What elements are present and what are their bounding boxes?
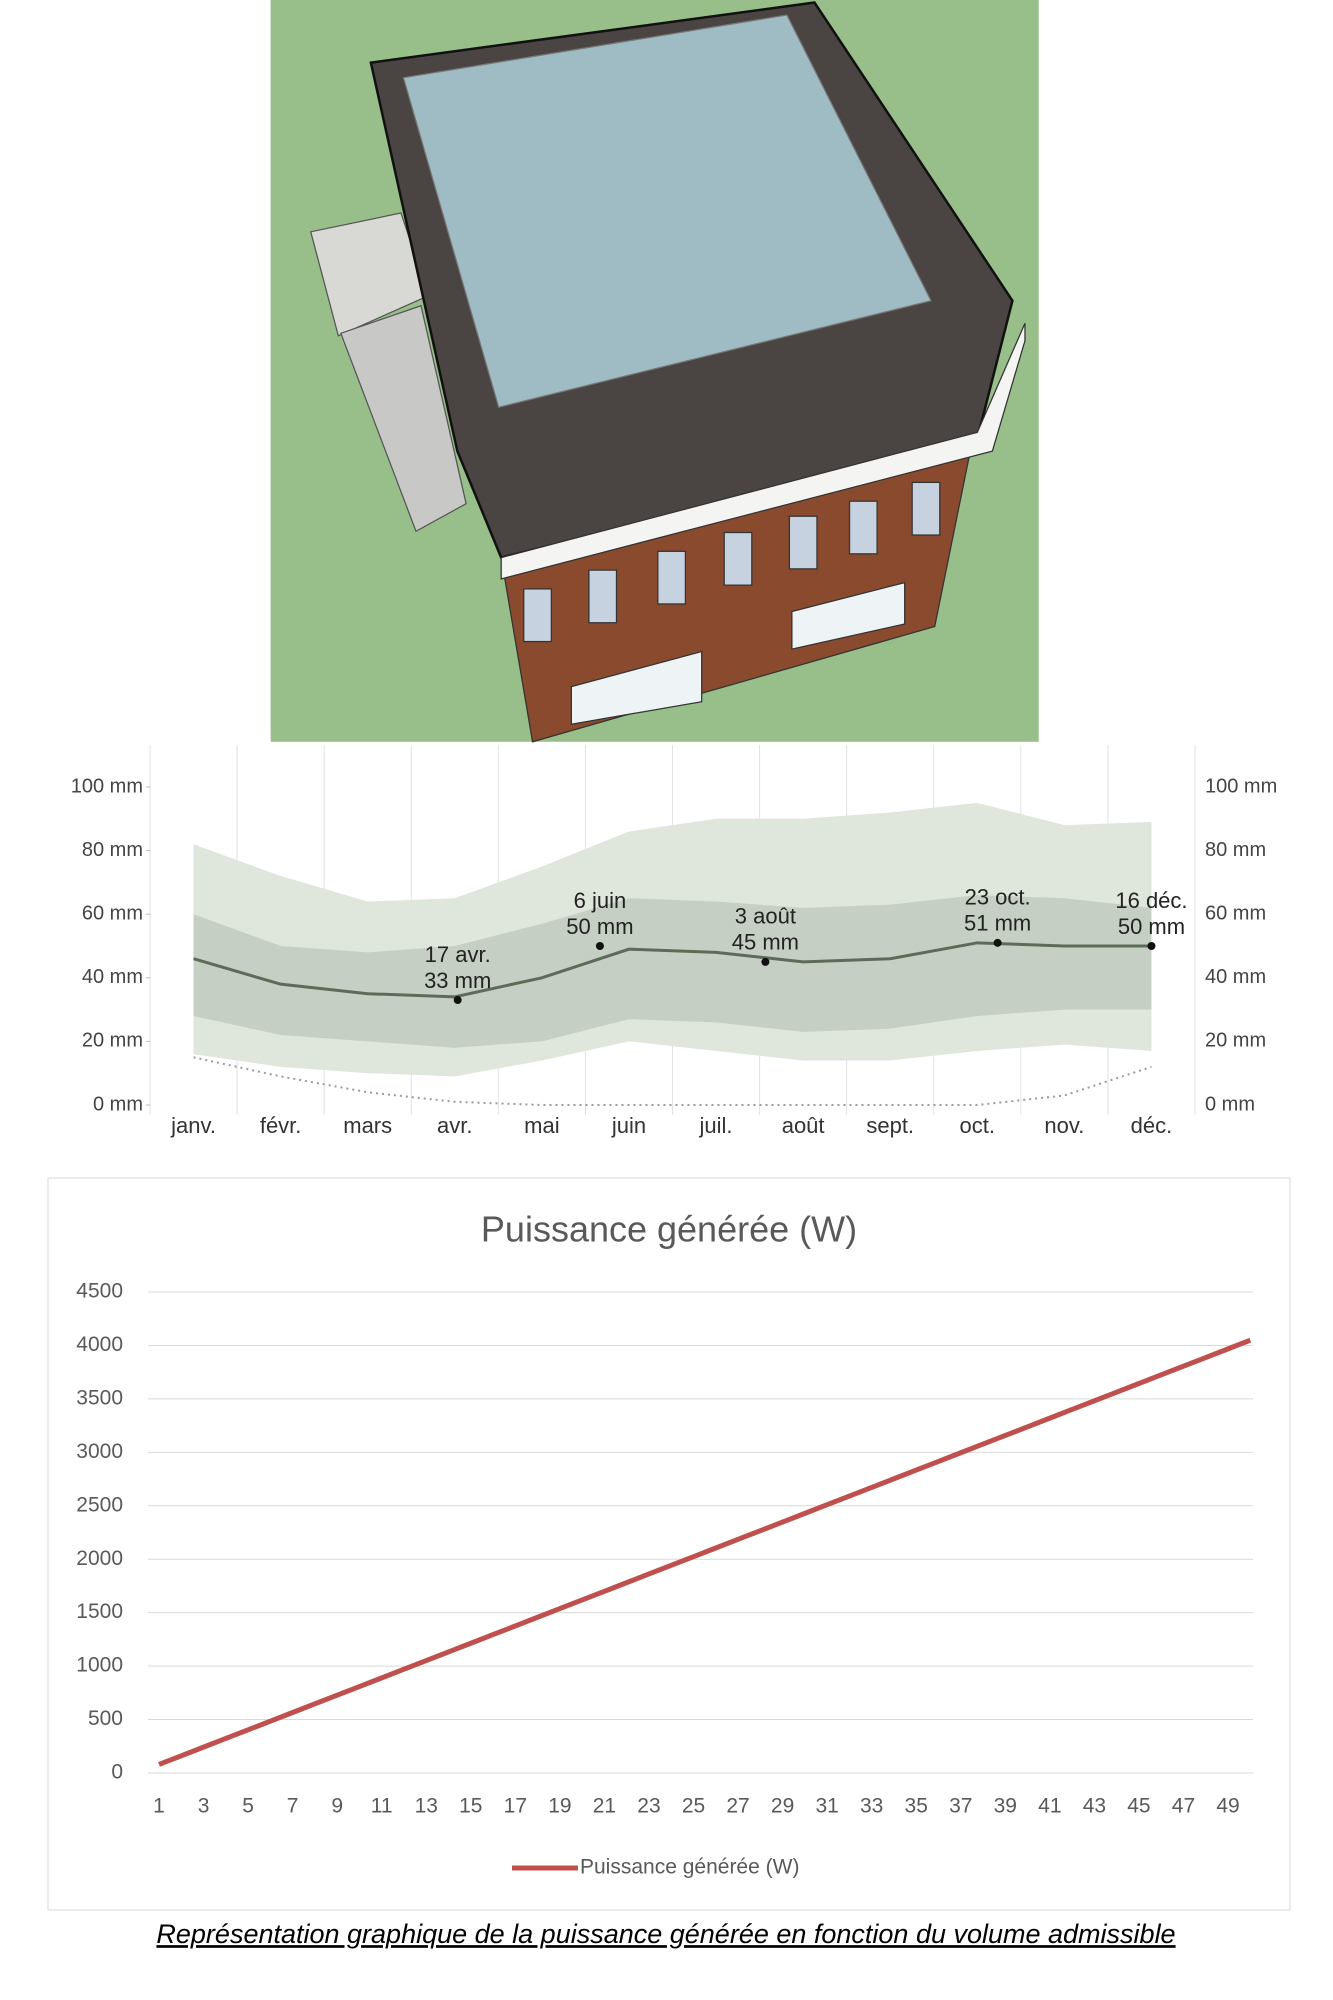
annotation-point [1147, 942, 1156, 950]
x-tick-label: mai [524, 1113, 559, 1138]
x-tick-label: 35 [905, 1795, 928, 1818]
annotation-value: 45 mm [732, 930, 799, 955]
x-tick-label: 9 [331, 1795, 343, 1818]
annotation-date: 23 oct. [965, 885, 1031, 910]
chart-frame [47, 1177, 1291, 1911]
data-line [158, 1337, 1252, 1767]
x-tick-label: 29 [771, 1795, 794, 1818]
y-tick-label: 4500 [76, 1280, 123, 1303]
y-tick-label: 20 mm [82, 1030, 143, 1052]
annotation-value: 50 mm [566, 914, 633, 939]
annotation-point [595, 942, 604, 950]
legend-label: Puissance générée (W) [580, 1856, 799, 1879]
x-tick-label: 3 [198, 1795, 210, 1818]
x-tick-label: 21 [593, 1795, 616, 1818]
x-tick-label: 23 [637, 1795, 660, 1818]
y-tick-label: 4000 [76, 1333, 123, 1356]
annotation-date: 6 juin [574, 888, 627, 913]
annotation-value: 51 mm [964, 911, 1031, 936]
median-line [193, 941, 1152, 999]
x-tick-label: janv. [170, 1113, 216, 1138]
x-tick-label: 7 [287, 1795, 299, 1818]
annotation-date: 3 août [735, 904, 796, 929]
y2-tick-label: 80 mm [1205, 839, 1266, 861]
x-tick-label: 17 [504, 1795, 527, 1818]
x-tick-label: oct. [960, 1113, 995, 1138]
annotation-point [761, 957, 770, 966]
y-tick-label: 40 mm [82, 966, 143, 988]
x-tick-label: 37 [949, 1795, 972, 1818]
dotted-line [193, 1056, 1152, 1106]
caption: Représentation graphique de la puissance… [156, 1919, 1175, 1949]
y-tick-label: 0 mm [93, 1093, 143, 1115]
x-tick-label: 19 [548, 1795, 571, 1818]
x-tick-label: mars [343, 1113, 392, 1138]
y2-tick-label: 20 mm [1205, 1030, 1266, 1052]
y-tick-label: 3500 [76, 1386, 123, 1409]
annotation-date: 16 déc. [1115, 888, 1187, 913]
annotation-point [993, 938, 1002, 947]
y-tick-label: 80 mm [82, 839, 143, 861]
building-illustration [270, 0, 1039, 743]
x-tick-label: 45 [1127, 1795, 1150, 1818]
x-tick-label: 25 [682, 1795, 705, 1818]
x-tick-label: nov. [1044, 1113, 1084, 1138]
x-tick-label: sept. [866, 1113, 914, 1138]
x-tick-label: août [782, 1113, 825, 1138]
x-tick-label: 41 [1038, 1795, 1061, 1818]
band [193, 895, 1152, 1048]
annotation-value: 50 mm [1118, 914, 1185, 939]
y-tick-label: 0 [111, 1761, 123, 1784]
chart-title: Puissance générée (W) [481, 1209, 857, 1250]
x-tick-label: 47 [1172, 1795, 1195, 1818]
windows [523, 481, 941, 725]
fascia [500, 323, 1026, 580]
x-tick-label: 31 [815, 1795, 838, 1818]
x-tick-label: 27 [726, 1795, 749, 1818]
x-tick-label: 39 [994, 1795, 1017, 1818]
y-tick-label: 3000 [76, 1440, 123, 1463]
y-tick-label: 500 [88, 1707, 123, 1730]
annotation-value: 33 mm [424, 968, 491, 993]
x-tick-label: déc. [1131, 1113, 1173, 1138]
annotation-point [453, 996, 462, 1005]
x-tick-label: 43 [1083, 1795, 1106, 1818]
y2-tick-label: 100 mm [1205, 775, 1277, 797]
x-tick-label: 15 [459, 1795, 482, 1818]
skylight [402, 14, 932, 408]
x-tick-label: 11 [371, 1795, 393, 1818]
x-tick-label: févr. [260, 1113, 302, 1138]
x-tick-label: 33 [860, 1795, 883, 1818]
y-tick-label: 2000 [76, 1547, 123, 1570]
y-tick-label: 1000 [76, 1654, 123, 1677]
y-tick-label: 100 mm [71, 775, 143, 797]
x-tick-label: juil. [699, 1113, 733, 1138]
y-tick-label: 1500 [76, 1600, 123, 1623]
y-tick-label: 2500 [76, 1493, 123, 1516]
x-tick-label: 13 [415, 1795, 438, 1818]
x-tick-label: juin [611, 1113, 646, 1138]
x-tick-label: 49 [1216, 1795, 1239, 1818]
y2-tick-label: 60 mm [1205, 902, 1266, 924]
y2-tick-label: 40 mm [1205, 966, 1266, 988]
y-tick-label: 60 mm [82, 902, 143, 924]
x-tick-label: 1 [153, 1795, 165, 1818]
y2-tick-label: 0 mm [1205, 1093, 1255, 1115]
pipe [340, 304, 467, 533]
x-tick-label: avr. [437, 1113, 472, 1138]
x-tick-label: 5 [242, 1795, 254, 1818]
annotation-date: 17 avr. [425, 942, 491, 967]
